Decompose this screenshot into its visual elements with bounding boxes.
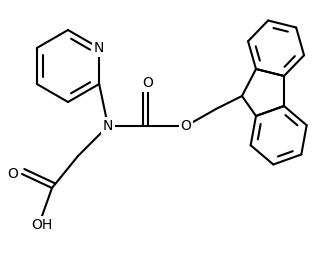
Text: N: N [103,119,113,133]
Text: N: N [94,41,104,55]
Text: O: O [180,119,192,133]
Text: O: O [7,167,18,181]
Text: O: O [142,76,154,90]
Text: OH: OH [31,218,53,232]
